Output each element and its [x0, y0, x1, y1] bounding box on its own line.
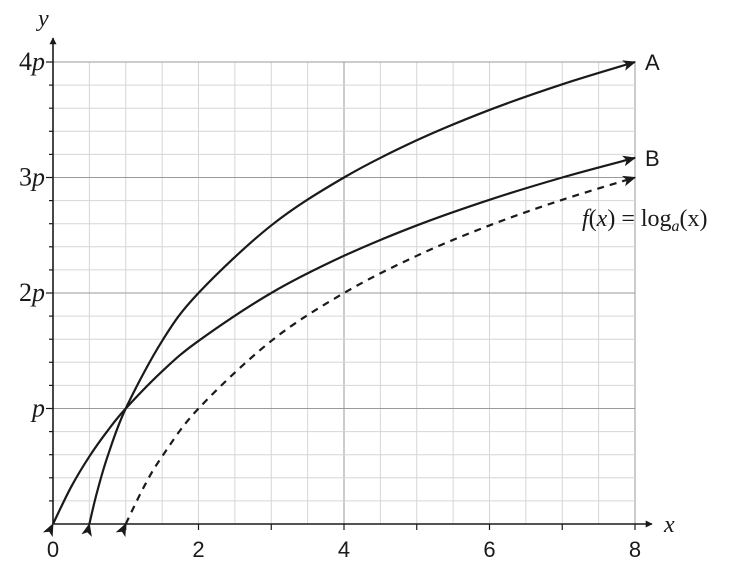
curve-dashed [115, 175, 637, 538]
series-labels: AB [645, 50, 660, 171]
y-axis-label: y [36, 6, 49, 32]
plot-grid [53, 61, 636, 524]
y-tick-label: 3p [19, 163, 45, 192]
x-tick-label: 0 [47, 537, 59, 562]
y-tick-label: 2p [19, 278, 45, 307]
axes: x y [36, 6, 675, 538]
function-annotation: f(x) = loga(x) [582, 206, 708, 235]
series-label-b: B [645, 146, 660, 171]
series-label-a: A [645, 50, 660, 75]
y-tick-label: p [30, 394, 45, 423]
x-tick-label: 8 [629, 537, 641, 562]
x-tick-label: 2 [192, 537, 204, 562]
x-tick-label: 6 [483, 537, 495, 562]
tick-layer: 0 2 4 6 8 p 2p 3p 4p [19, 47, 641, 562]
curves-layer [42, 60, 637, 538]
y-tick-label: 4p [19, 47, 45, 76]
x-axis-label: x [663, 512, 675, 538]
x-tick-label: 4 [338, 537, 350, 562]
